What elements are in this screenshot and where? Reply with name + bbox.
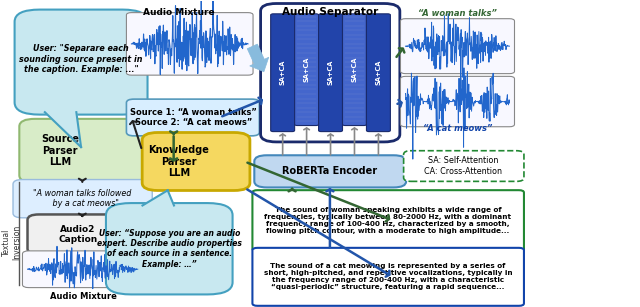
FancyBboxPatch shape xyxy=(254,155,406,188)
Text: User: “Suppose you are an audio
expert. Describe audio properties
of each source: User: “Suppose you are an audio expert. … xyxy=(97,229,242,269)
Text: Audio2
Caption: Audio2 Caption xyxy=(58,225,97,244)
FancyBboxPatch shape xyxy=(28,215,129,254)
FancyBboxPatch shape xyxy=(142,133,250,190)
FancyBboxPatch shape xyxy=(294,14,319,126)
FancyBboxPatch shape xyxy=(252,190,524,251)
Text: The sound of a cat meowing is represented by a series of
short, high-pitched, an: The sound of a cat meowing is represente… xyxy=(264,263,512,290)
Text: “A woman talks”: “A woman talks” xyxy=(419,9,497,18)
Text: Audio Mixture: Audio Mixture xyxy=(143,7,214,17)
FancyBboxPatch shape xyxy=(15,10,148,115)
Text: SA+CA: SA+CA xyxy=(376,60,381,85)
Polygon shape xyxy=(45,112,81,147)
Text: Audio Mixture: Audio Mixture xyxy=(49,292,116,301)
Text: Audio Separator: Audio Separator xyxy=(282,7,378,17)
FancyBboxPatch shape xyxy=(13,180,152,218)
Text: SA+CA: SA+CA xyxy=(328,60,333,85)
FancyBboxPatch shape xyxy=(127,13,253,75)
FancyBboxPatch shape xyxy=(252,248,524,306)
Text: SA+CA: SA+CA xyxy=(351,57,358,82)
Text: SA: Self-Attention
CA: Cross-Attention: SA: Self-Attention CA: Cross-Attention xyxy=(424,156,502,176)
Text: "A woman talks followed
   by a cat meows": "A woman talks followed by a cat meows" xyxy=(33,189,131,208)
FancyBboxPatch shape xyxy=(22,251,143,288)
FancyBboxPatch shape xyxy=(260,3,400,142)
Text: The sound of woman speaking exhibits a wide range of
frequencies, typically betw: The sound of woman speaking exhibits a w… xyxy=(264,207,511,234)
FancyBboxPatch shape xyxy=(127,99,259,136)
Text: RoBERTa Encoder: RoBERTa Encoder xyxy=(282,166,378,176)
Text: Source
Parser
LLM: Source Parser LLM xyxy=(41,134,79,167)
FancyBboxPatch shape xyxy=(342,14,367,126)
FancyBboxPatch shape xyxy=(401,19,515,74)
Text: SA+CA: SA+CA xyxy=(280,60,285,85)
FancyBboxPatch shape xyxy=(271,14,294,132)
Polygon shape xyxy=(143,190,174,205)
Text: SA+CA: SA+CA xyxy=(303,57,310,82)
Text: Source 1: “A woman talks”
Source 2: “A cat meows”: Source 1: “A woman talks” Source 2: “A c… xyxy=(130,108,257,127)
FancyBboxPatch shape xyxy=(319,14,342,132)
Text: “A cat meows”: “A cat meows” xyxy=(423,124,493,133)
FancyBboxPatch shape xyxy=(367,14,390,132)
FancyBboxPatch shape xyxy=(404,151,524,181)
Text: Knowledge
Parser
LLM: Knowledge Parser LLM xyxy=(148,145,209,178)
Text: Textual
Inversion: Textual Inversion xyxy=(2,225,22,260)
FancyBboxPatch shape xyxy=(106,203,232,294)
Text: User: "Separare each
sounding source present in
the caption. Example: ...": User: "Separare each sounding source pre… xyxy=(19,44,143,74)
FancyBboxPatch shape xyxy=(401,76,515,127)
FancyBboxPatch shape xyxy=(19,119,146,183)
